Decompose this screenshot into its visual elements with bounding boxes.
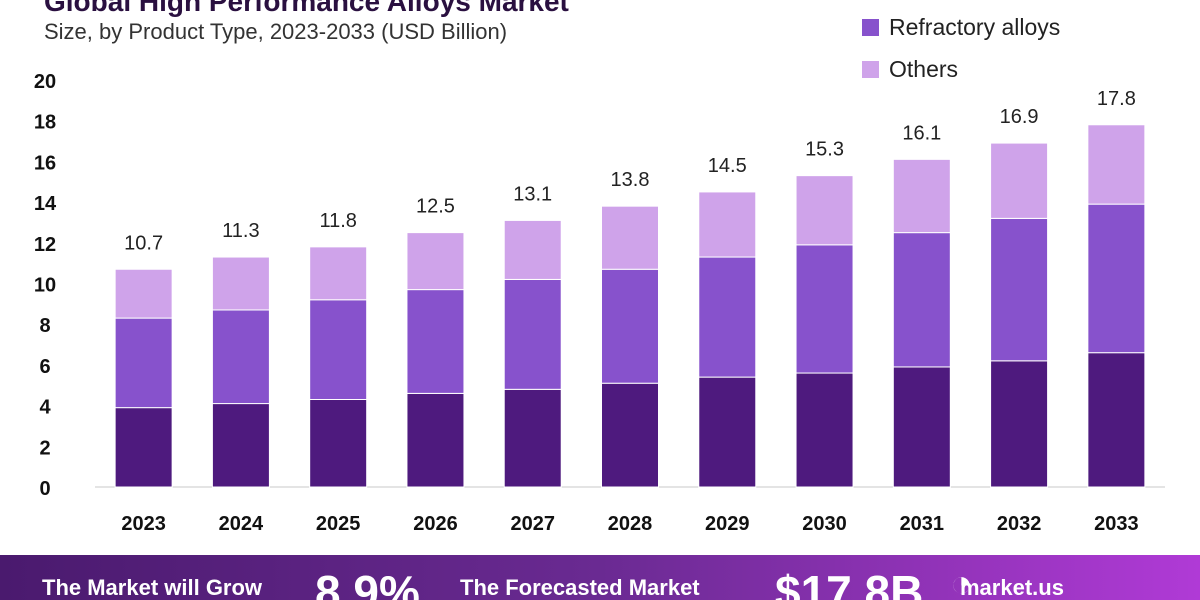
bar-segment-2 [698, 256, 757, 378]
y-tick-label: 6 [39, 356, 50, 378]
x-tick-label: 2032 [997, 513, 1042, 535]
bar-segment-1 [114, 407, 173, 488]
x-tick-label: 2031 [900, 513, 945, 535]
bar-segment-1 [698, 376, 757, 488]
bar-segment-1 [795, 372, 854, 488]
legend-label: Refractory alloys [889, 14, 1060, 40]
bar-segment-3 [503, 219, 562, 280]
x-tick-label: 2025 [316, 513, 361, 535]
banner-market-value: $17.8B [775, 566, 924, 600]
banner-cagr-value: 8.9% [315, 566, 420, 600]
bar-segment-1 [892, 366, 951, 488]
bar-total-label: 14.5 [708, 155, 747, 177]
bar-total-label: 11.8 [319, 210, 356, 232]
bar-segment-1 [211, 403, 270, 488]
bar-segment-2 [892, 232, 951, 368]
x-tick-label: 2028 [608, 513, 653, 535]
banner-grow-text: The Market will Grow [42, 575, 263, 600]
y-tick-label: 8 [39, 315, 50, 337]
bar-segment-3 [698, 191, 757, 258]
bar-segment-1 [601, 382, 659, 488]
legend-swatch [862, 19, 879, 36]
bar-segment-2 [503, 278, 562, 390]
bar-total-label: 17.8 [1097, 88, 1136, 110]
legend-swatch [862, 61, 879, 78]
bar-segment-1 [309, 398, 368, 488]
y-tick-label: 20 [34, 71, 56, 93]
bar-segment-3 [892, 158, 951, 234]
chart-title: Global High Performance Alloys Market [44, 0, 569, 17]
bar-total-label: 11.3 [222, 220, 259, 242]
bar-total-label: 13.1 [513, 183, 552, 205]
bottom-banner: The Market will Grow 8.9% The Forecasted… [0, 555, 1200, 600]
bar-total-label: 16.9 [1000, 106, 1039, 128]
bar-segment-3 [114, 268, 173, 319]
bar-total-label: 12.5 [416, 196, 455, 218]
bar-segment-1 [1087, 352, 1146, 488]
bar-segment-3 [990, 142, 1049, 219]
bar-segment-3 [309, 246, 368, 301]
x-tick-label: 2024 [219, 513, 264, 535]
x-tick-label: 2026 [413, 513, 458, 535]
bar-segment-1 [503, 388, 562, 488]
bar-segment-3 [601, 205, 659, 270]
y-tick-label: 4 [39, 397, 51, 419]
bar-total-label: 15.3 [805, 139, 844, 161]
market-us-logo-icon: ◔ [950, 563, 973, 600]
bar-segment-3 [406, 232, 465, 291]
bar-segment-2 [114, 317, 173, 409]
bar-segment-2 [990, 217, 1049, 362]
x-tick-label: 2033 [1094, 513, 1139, 535]
bar-total-label: 13.8 [611, 169, 650, 191]
y-tick-label: 2 [39, 437, 50, 459]
bar-segment-2 [309, 299, 368, 400]
banner-forecast-text: The Forecasted Market [460, 575, 700, 600]
banner-brand: market.us [960, 575, 1064, 600]
bar-segment-2 [795, 244, 854, 374]
stacked-bar-chart: 0 2 4 6 8 10 12 14 16 18 20 10.7 2023 11.3 2024 11.8 202… [34, 14, 1165, 535]
x-tick-label: 2029 [705, 513, 750, 535]
bar-segment-2 [211, 309, 270, 405]
y-tick-label: 12 [34, 234, 56, 256]
bar-segment-2 [406, 289, 465, 394]
y-tick-label: 16 [34, 152, 56, 174]
bar-total-label: 16.1 [902, 122, 941, 144]
y-tick-label: 0 [39, 478, 50, 500]
bar-segment-3 [795, 175, 854, 246]
bar-segment-2 [601, 268, 659, 384]
bar-segment-2 [1087, 203, 1146, 354]
bar-segment-3 [1087, 124, 1146, 205]
x-tick-label: 2030 [802, 513, 847, 535]
chart-subtitle: Size, by Product Type, 2023-2033 (USD Bi… [44, 19, 508, 44]
bar-segment-1 [990, 360, 1049, 488]
x-tick-label: 2027 [510, 513, 555, 535]
bar-total-label: 10.7 [124, 232, 163, 254]
y-tick-label: 10 [34, 275, 56, 297]
y-tick-label: 18 [34, 112, 56, 134]
legend-label: Others [889, 56, 958, 82]
y-tick-label: 14 [34, 193, 57, 215]
x-tick-label: 2023 [121, 513, 166, 535]
bar-segment-3 [211, 256, 270, 311]
bar-segment-1 [406, 392, 465, 488]
